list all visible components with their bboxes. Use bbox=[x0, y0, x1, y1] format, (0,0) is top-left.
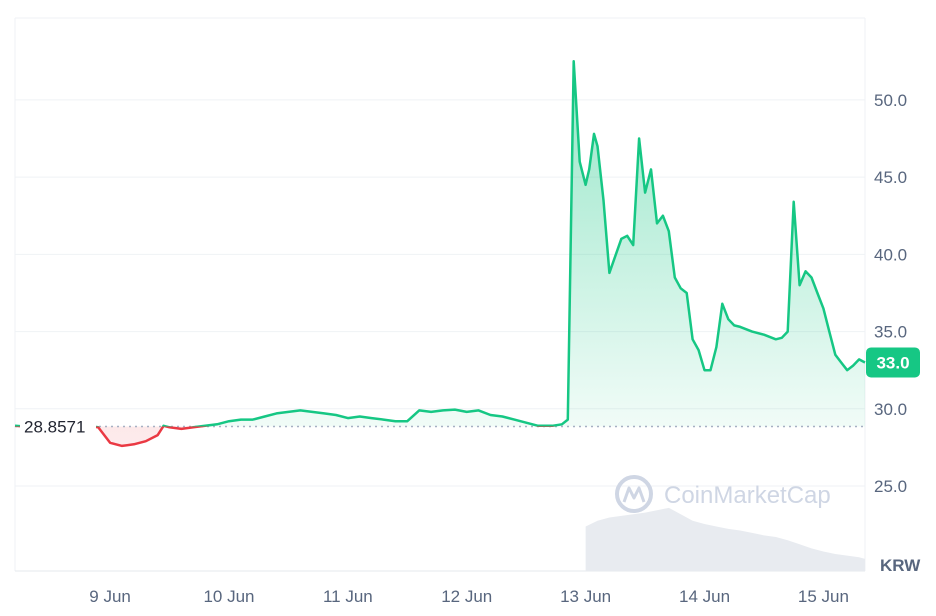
y-axis: 25.0 30.0 35.0 40.0 45.0 50.0 bbox=[874, 91, 907, 496]
x-tick-label: 11 Jun bbox=[323, 587, 373, 606]
y-tick-label: 35.0 bbox=[874, 323, 907, 342]
coinmarketcap-watermark: CoinMarketCap bbox=[615, 475, 831, 513]
baseline-value: 28.8571 bbox=[24, 417, 85, 436]
coinmarketcap-logo-icon bbox=[615, 475, 653, 513]
volume-area bbox=[585, 507, 865, 571]
y-tick-label: 45.0 bbox=[874, 168, 907, 187]
price-line-up bbox=[14, 60, 866, 427]
x-tick-label: 12 Jun bbox=[441, 587, 492, 606]
currency-label: KRW bbox=[880, 556, 921, 575]
price-line-down bbox=[14, 426, 557, 448]
x-tick-label: 15 Jun bbox=[798, 587, 849, 606]
current-price-value: 33.0 bbox=[876, 353, 909, 372]
baseline-label: 28.8571 bbox=[20, 414, 96, 439]
price-line bbox=[14, 60, 866, 448]
x-tick-label: 14 Jun bbox=[679, 587, 730, 606]
area-above-baseline bbox=[15, 61, 865, 427]
watermark-text: CoinMarketCap bbox=[664, 482, 831, 509]
current-price-tag[interactable]: 33.0 bbox=[866, 347, 920, 378]
x-tick-label: 13 Jun bbox=[560, 587, 611, 606]
price-area bbox=[15, 61, 865, 446]
x-tick-label: 10 Jun bbox=[203, 587, 254, 606]
y-tick-label: 40.0 bbox=[874, 245, 907, 264]
grid-lines bbox=[15, 99, 865, 487]
y-tick-label: 30.0 bbox=[874, 400, 907, 419]
y-tick-label: 50.0 bbox=[874, 91, 907, 110]
y-tick-label: 25.0 bbox=[874, 477, 907, 496]
x-tick-label: 9 Jun bbox=[89, 587, 131, 606]
x-axis: 9 Jun 10 Jun 11 Jun 12 Jun 13 Jun 14 Jun 15 Ju… bbox=[89, 587, 849, 606]
volume-bars bbox=[585, 507, 865, 571]
